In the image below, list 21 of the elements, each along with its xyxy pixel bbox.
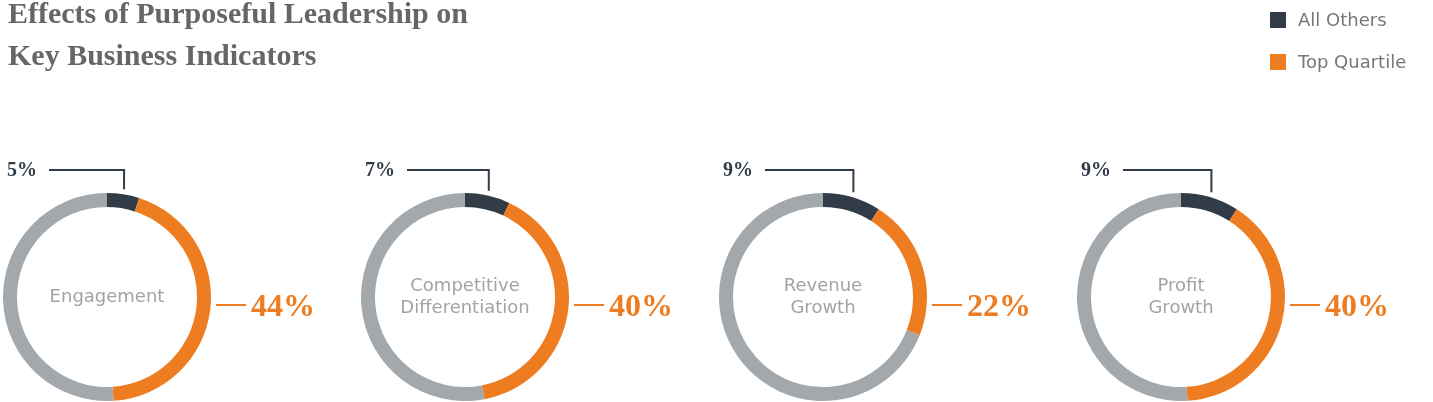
text: Engagement bbox=[49, 285, 165, 306]
data-label: 5% bbox=[7, 158, 37, 180]
data-label: 44% bbox=[251, 287, 315, 323]
text: Profit Growth bbox=[1148, 274, 1214, 317]
donut-slice bbox=[107, 193, 140, 212]
data-label: 9% bbox=[723, 158, 753, 180]
donut-slice bbox=[465, 193, 510, 216]
data-label: 40% bbox=[1325, 287, 1389, 323]
text: Revenue Growth bbox=[783, 274, 863, 317]
data-label: 22% bbox=[967, 287, 1031, 323]
donut-slice bbox=[719, 193, 920, 401]
legend-label: All Others bbox=[1298, 9, 1387, 30]
legend-label: Top Quartile bbox=[1297, 51, 1407, 72]
donut-slice bbox=[1181, 193, 1237, 222]
text: Competitive Differentiation bbox=[400, 274, 530, 317]
donut-slice bbox=[823, 193, 879, 222]
data-label: 40% bbox=[609, 287, 673, 323]
donut-slice bbox=[871, 209, 927, 336]
data-label: 9% bbox=[1081, 158, 1111, 180]
text: Effects of Purposeful Leadership on Key Business Indicators bbox=[8, 0, 469, 71]
data-label: 7% bbox=[365, 158, 395, 180]
